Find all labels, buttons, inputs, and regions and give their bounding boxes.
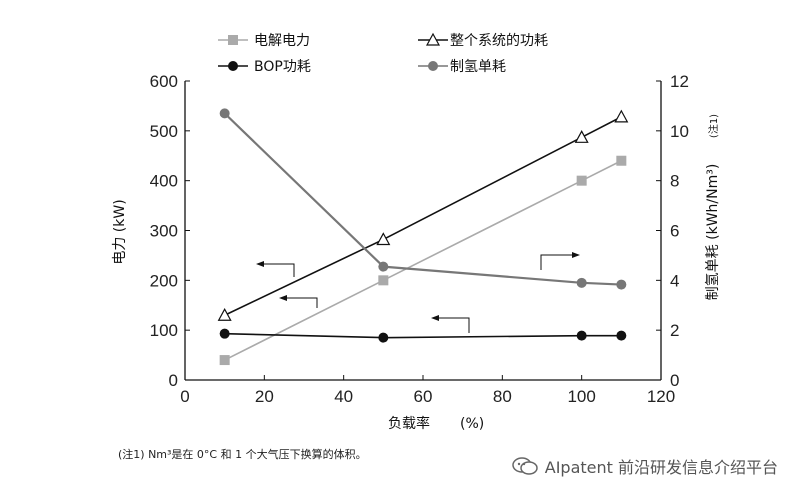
legend-swatch-marker: [228, 61, 238, 71]
data-point: [378, 261, 389, 272]
data-point: [376, 232, 391, 246]
y-axis-right-note: (注1): [707, 114, 720, 138]
data-point: [616, 330, 627, 341]
y-left-tick-label: 600: [150, 72, 178, 91]
legend-label: 制氢单耗: [450, 59, 506, 75]
y-right-tick-label: 0: [670, 371, 679, 390]
data-point: [574, 130, 589, 143]
legend-entry: 整个系统的功耗: [418, 32, 548, 49]
x-tick-label: 20: [255, 387, 274, 406]
x-tick-label: 0: [180, 387, 189, 406]
data-point: [219, 328, 230, 339]
data-point: [219, 355, 230, 366]
series-axis-arrows: [256, 252, 580, 333]
legend-swatch-marker: [428, 61, 438, 71]
data-point: [217, 307, 232, 321]
data-point: [576, 175, 587, 186]
legend-label: 整个系统的功耗: [450, 33, 548, 49]
watermark: AIpatent 前沿研发信息介绍平台: [511, 454, 778, 478]
y-axis-left-title: 电力 (kW): [112, 199, 128, 264]
watermark-text: AIpatent 前沿研发信息介绍平台: [544, 458, 778, 477]
series-2: [219, 328, 627, 343]
arrow-left-1: [260, 263, 295, 277]
arrow-left-2: [283, 297, 318, 308]
y-right-tick-label: 8: [670, 172, 679, 191]
legend-entry: 电解电力: [218, 33, 310, 49]
data-point: [614, 109, 629, 123]
x-tick-label: 100: [567, 387, 595, 406]
data-point: [378, 332, 389, 343]
legend-entry: 制氢单耗: [418, 59, 506, 75]
legend-swatch-marker: [425, 32, 441, 46]
data-point: [616, 155, 627, 166]
y-left-tick-label: 500: [150, 122, 178, 141]
arrow-left-3: [435, 317, 470, 333]
data-point: [616, 279, 627, 290]
wechat-icon: [512, 457, 538, 475]
y-right-tick-label: 12: [670, 72, 689, 91]
x-tick-label: 80: [493, 387, 512, 406]
y-left-tick-label: 0: [169, 371, 178, 390]
series-line: [224, 332, 622, 339]
arrow-left-1-head: [256, 261, 264, 267]
data-point: [378, 275, 389, 286]
series-0: [219, 155, 627, 366]
ticks: [184, 80, 662, 381]
x-tick-label: 40: [334, 387, 353, 406]
arrow-right-head: [572, 252, 580, 258]
y-right-tick-label: 2: [670, 321, 679, 340]
y-left-tick-label: 300: [150, 222, 178, 241]
series-line: [224, 160, 622, 361]
y-left-tick-label: 200: [150, 271, 178, 290]
series-line: [223, 112, 622, 286]
y-left-tick-label: 100: [150, 321, 178, 340]
arrow-left-2-head: [279, 295, 287, 301]
series-3: [219, 108, 627, 290]
series-1: [217, 109, 629, 321]
y-right-tick-label: 10: [670, 122, 689, 141]
data-point: [576, 277, 587, 288]
legend-label: 电解电力: [254, 33, 310, 49]
series-layer: [217, 108, 629, 366]
footnote: (注1) Nm³是在 0°C 和 1 个大气压下换算的体积。: [118, 448, 367, 461]
tick-labels: 0 20 40 60 80 100 1200100200300400500600024681…: [150, 72, 689, 406]
legend: 电解电力 整个系统的功耗 BOP功耗 制氢单耗: [218, 32, 548, 75]
legend-entry: BOP功耗: [218, 59, 311, 75]
arrow-left-3-head: [431, 315, 439, 321]
x-axis-title: 负载率: [388, 415, 430, 432]
x-tick-label: 120: [647, 387, 675, 406]
legend-swatch-marker: [228, 35, 238, 45]
y-axis-right-title: 制氢单耗 (kWh/Nm³): [705, 164, 721, 301]
y-left-tick-label: 400: [150, 172, 178, 191]
series-line: [224, 116, 622, 316]
y-right-tick-label: 6: [670, 222, 679, 241]
data-point: [576, 330, 587, 341]
legend-label: BOP功耗: [254, 59, 311, 75]
x-axis-unit: (%): [460, 416, 484, 432]
y-right-tick-label: 4: [670, 271, 679, 290]
x-tick-label: 60: [414, 387, 433, 406]
data-point: [219, 108, 230, 119]
arrow-right: [540, 254, 576, 270]
